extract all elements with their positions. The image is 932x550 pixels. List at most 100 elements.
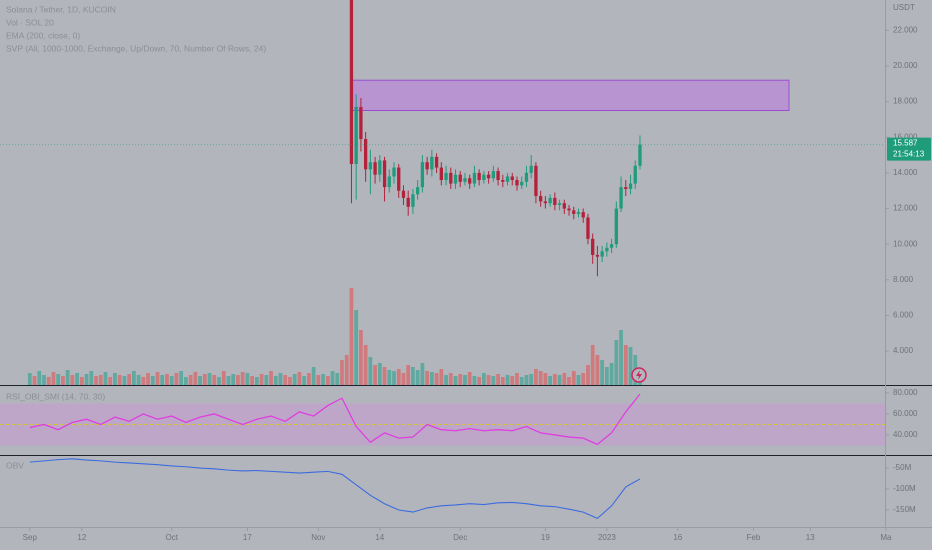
volume-bar (56, 374, 61, 385)
x-tick-label: 16 (673, 533, 682, 542)
volume-bar (505, 375, 510, 385)
candle-body (439, 167, 443, 181)
volume-bar (420, 363, 425, 385)
volume-bar (108, 377, 113, 385)
volume-bar (150, 376, 155, 385)
candle-body (387, 176, 391, 188)
volume-bar (311, 367, 316, 385)
x-tick-label: Oct (165, 533, 178, 542)
x-tick-label: Dec (453, 533, 467, 542)
x-tick-label: 12 (77, 533, 86, 542)
volume-bar (84, 374, 89, 385)
x-tick-label: 19 (541, 533, 550, 542)
candle-body (363, 139, 368, 170)
volume-bar (453, 376, 458, 385)
volume-bar (359, 330, 363, 385)
volume-bar (604, 367, 609, 385)
volume-bar (179, 371, 184, 385)
volume-bar (552, 374, 557, 385)
y-tick-label: 18.000 (893, 97, 918, 106)
candle-body (624, 187, 628, 189)
volume-bar (387, 370, 392, 385)
candle-body (491, 171, 496, 179)
candle-body (595, 254, 600, 257)
volume-bar (463, 375, 467, 385)
rsi-legend: RSI_OBI_SMI (14, 70, 30) (6, 391, 105, 401)
volume-bar (406, 365, 411, 385)
volume-bar (515, 373, 519, 385)
candle-body (401, 190, 406, 198)
candle-body (619, 187, 623, 209)
candle-body (425, 162, 429, 170)
candle-body (567, 208, 571, 211)
volume-bar (486, 375, 491, 385)
volume-bar (349, 288, 354, 385)
x-tick-label: 17 (243, 533, 252, 542)
volume-bar (619, 330, 623, 385)
volume-bar (198, 376, 202, 385)
candle-body (453, 174, 458, 184)
volume-bar (600, 360, 605, 385)
alert-icon[interactable] (631, 367, 647, 383)
candle-body (586, 217, 590, 239)
volume-bar (51, 372, 56, 385)
volume-bar (340, 360, 344, 385)
currency-label: USDT (893, 3, 915, 12)
candle-body (538, 196, 543, 202)
x-tick-label: 2023 (598, 533, 616, 542)
candle-body (609, 244, 614, 248)
candle-body (420, 162, 425, 188)
volume-bar (628, 347, 633, 385)
volume-bar (411, 367, 415, 385)
candle-body (496, 171, 500, 181)
candle-body (534, 165, 538, 197)
volume-bar (240, 372, 245, 385)
volume-bar (127, 374, 132, 385)
volume-bar (444, 375, 448, 385)
volume-bar (288, 377, 292, 385)
legend-line: EMA (200, close, 0) (6, 30, 80, 40)
volume-bar (373, 365, 377, 385)
volume-bar (155, 372, 160, 385)
candle-body (373, 162, 377, 175)
volume-bar (193, 372, 198, 385)
volume-bar (401, 373, 406, 385)
candle-body (463, 178, 467, 182)
volume-bar (576, 375, 581, 385)
volume-bar (37, 371, 42, 385)
volume-bar (61, 376, 65, 385)
candle-body (591, 238, 595, 255)
volume-bar (363, 345, 368, 385)
obv-legend: OBV (6, 460, 24, 470)
volume-bar (510, 376, 515, 385)
obv-tick-label: -50M (893, 463, 912, 472)
candle-body (543, 201, 548, 204)
candle-body (349, 0, 354, 164)
legend-line: SVP (All, 1000-1000, Exchange, Up/Down, … (6, 43, 266, 53)
volume-bar (165, 374, 169, 385)
volume-bar (302, 376, 307, 385)
volume-bar (562, 373, 567, 385)
volume-bar (202, 374, 207, 385)
volume-bar (231, 374, 236, 385)
y-tick-label: 14.000 (893, 168, 918, 177)
candle-body (392, 167, 396, 177)
volume-bar (614, 340, 619, 385)
volume-bar (269, 371, 273, 385)
volume-bar (581, 373, 586, 385)
volume-bar (89, 371, 94, 385)
y-tick-label: 4.000 (893, 346, 914, 355)
volume-bar (283, 375, 288, 385)
candle-body (486, 174, 491, 179)
volume-bar (519, 377, 524, 385)
volume-bar (221, 371, 226, 385)
volume-bar (623, 345, 628, 385)
volume-bar (306, 373, 311, 385)
rsi-tick-label: 40.000 (893, 430, 918, 439)
candle-body (472, 172, 477, 184)
volume-bar (278, 373, 283, 385)
candle-body (368, 162, 373, 170)
last-price-box (887, 137, 931, 161)
volume-bar (113, 373, 117, 385)
